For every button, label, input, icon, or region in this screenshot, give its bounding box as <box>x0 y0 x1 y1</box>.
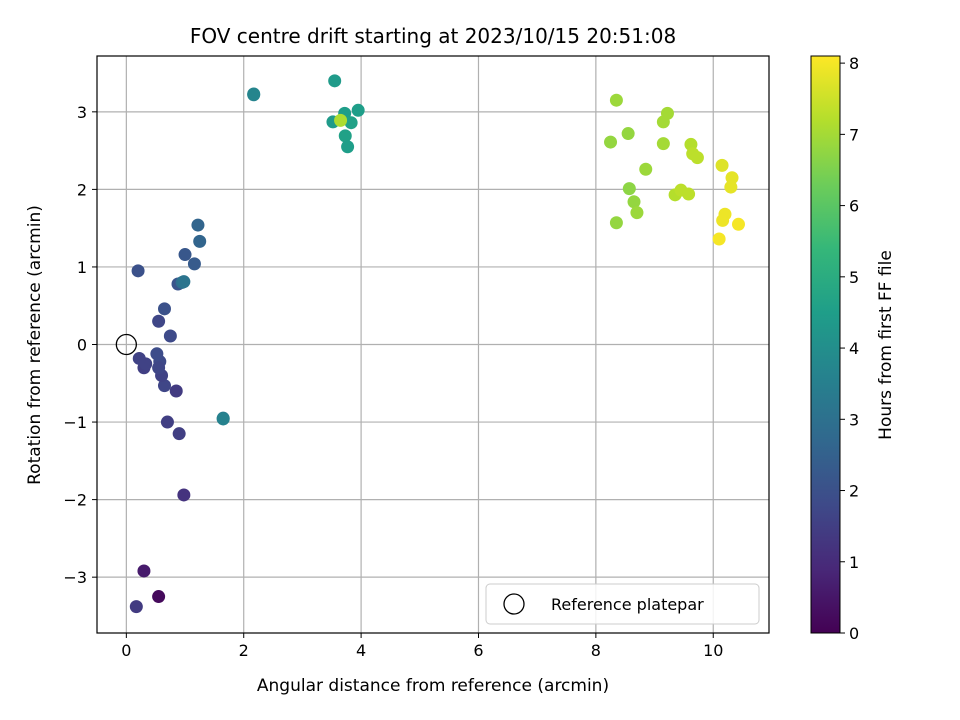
colorbar-tick-label: 5 <box>849 268 859 287</box>
data-point <box>172 427 186 441</box>
data-point <box>639 162 653 176</box>
y-tick-label: 2 <box>77 180 87 199</box>
data-point <box>216 412 230 426</box>
data-point <box>338 129 352 143</box>
data-point <box>132 351 146 365</box>
colorbar-ticks: 0 1 2 3 4 5 6 7 8 <box>840 54 859 643</box>
data-point <box>152 590 166 604</box>
data-point <box>630 206 644 220</box>
data-point <box>712 232 726 246</box>
data-point <box>152 314 166 328</box>
data-point <box>152 361 166 375</box>
data-point <box>157 379 171 393</box>
y-tick-label: 1 <box>77 258 87 277</box>
colorbar-label: Hours from first FF file <box>876 250 896 440</box>
data-point <box>137 564 151 578</box>
data-point <box>716 213 730 227</box>
data-point <box>129 600 143 614</box>
data-point <box>328 74 342 88</box>
colorbar: 0 1 2 3 4 5 6 7 8 Hours from first FF file <box>810 54 896 643</box>
data-point <box>163 329 177 343</box>
colorbar-tick-label: 7 <box>849 125 859 144</box>
legend-marker <box>503 593 525 615</box>
data-point <box>191 218 205 232</box>
colorbar-tick-label: 4 <box>849 339 859 358</box>
data-point <box>131 264 145 278</box>
data-point <box>621 127 635 141</box>
colorbar-tick-label: 1 <box>849 553 859 572</box>
x-tick-label: 4 <box>356 641 366 660</box>
colorbar-tick-label: 6 <box>849 197 859 216</box>
legend-box <box>485 583 760 625</box>
chart-title: FOV centre drift starting at 2023/10/15 … <box>190 24 676 48</box>
data-point <box>160 415 174 429</box>
data-point <box>609 93 623 107</box>
y-tick-label: 0 <box>77 336 87 355</box>
y-tick-label: −2 <box>63 491 87 510</box>
x-tick-label: 8 <box>591 641 601 660</box>
grid-lines <box>97 56 769 633</box>
data-points <box>129 74 745 614</box>
colorbar-gradient <box>811 56 840 633</box>
y-tick-label: −1 <box>63 413 87 432</box>
data-point <box>690 151 704 165</box>
data-point <box>157 302 171 316</box>
data-point <box>150 347 164 361</box>
data-point <box>715 158 729 172</box>
y-tick-label: 3 <box>77 103 87 122</box>
data-point <box>622 182 636 196</box>
data-point <box>656 137 670 151</box>
y-tick-label: −3 <box>63 568 87 587</box>
y-axis-label: Rotation from reference (arcmin) <box>25 205 45 485</box>
x-tick-label: 2 <box>239 641 249 660</box>
colorbar-tick-label: 0 <box>849 624 859 643</box>
data-point <box>169 384 183 398</box>
x-tick-label: 10 <box>703 641 723 660</box>
legend: Reference platepar <box>485 583 760 625</box>
data-point <box>609 216 623 230</box>
data-point <box>193 234 207 248</box>
data-point <box>731 217 745 231</box>
data-point <box>334 113 348 127</box>
x-axis-label: Angular distance from reference (arcmin) <box>257 676 609 696</box>
data-point <box>656 115 670 129</box>
data-point <box>187 257 201 271</box>
data-point <box>724 180 738 194</box>
x-axis-ticks: 0 2 4 6 8 10 <box>121 633 723 660</box>
legend-label: Reference platepar <box>551 595 704 614</box>
colorbar-tick-label: 2 <box>849 482 859 501</box>
data-point <box>341 140 355 154</box>
data-point <box>177 488 191 502</box>
data-point <box>604 135 618 149</box>
data-point <box>247 87 261 101</box>
y-axis-ticks: −3 −2 −1 0 1 2 3 <box>63 103 97 587</box>
data-point <box>177 275 191 289</box>
x-tick-label: 0 <box>121 641 131 660</box>
reference-platepar-marker <box>115 333 137 356</box>
reference-marker <box>115 333 137 356</box>
colorbar-frame <box>810 55 841 634</box>
x-tick-label: 6 <box>473 641 483 660</box>
data-point <box>627 195 641 209</box>
colorbar-tick-label: 3 <box>849 410 859 429</box>
data-point <box>178 248 192 262</box>
data-point <box>682 187 696 201</box>
data-point <box>344 116 358 130</box>
data-point <box>351 103 365 117</box>
colorbar-tick-label: 8 <box>849 54 859 73</box>
plot-frame <box>96 55 770 634</box>
